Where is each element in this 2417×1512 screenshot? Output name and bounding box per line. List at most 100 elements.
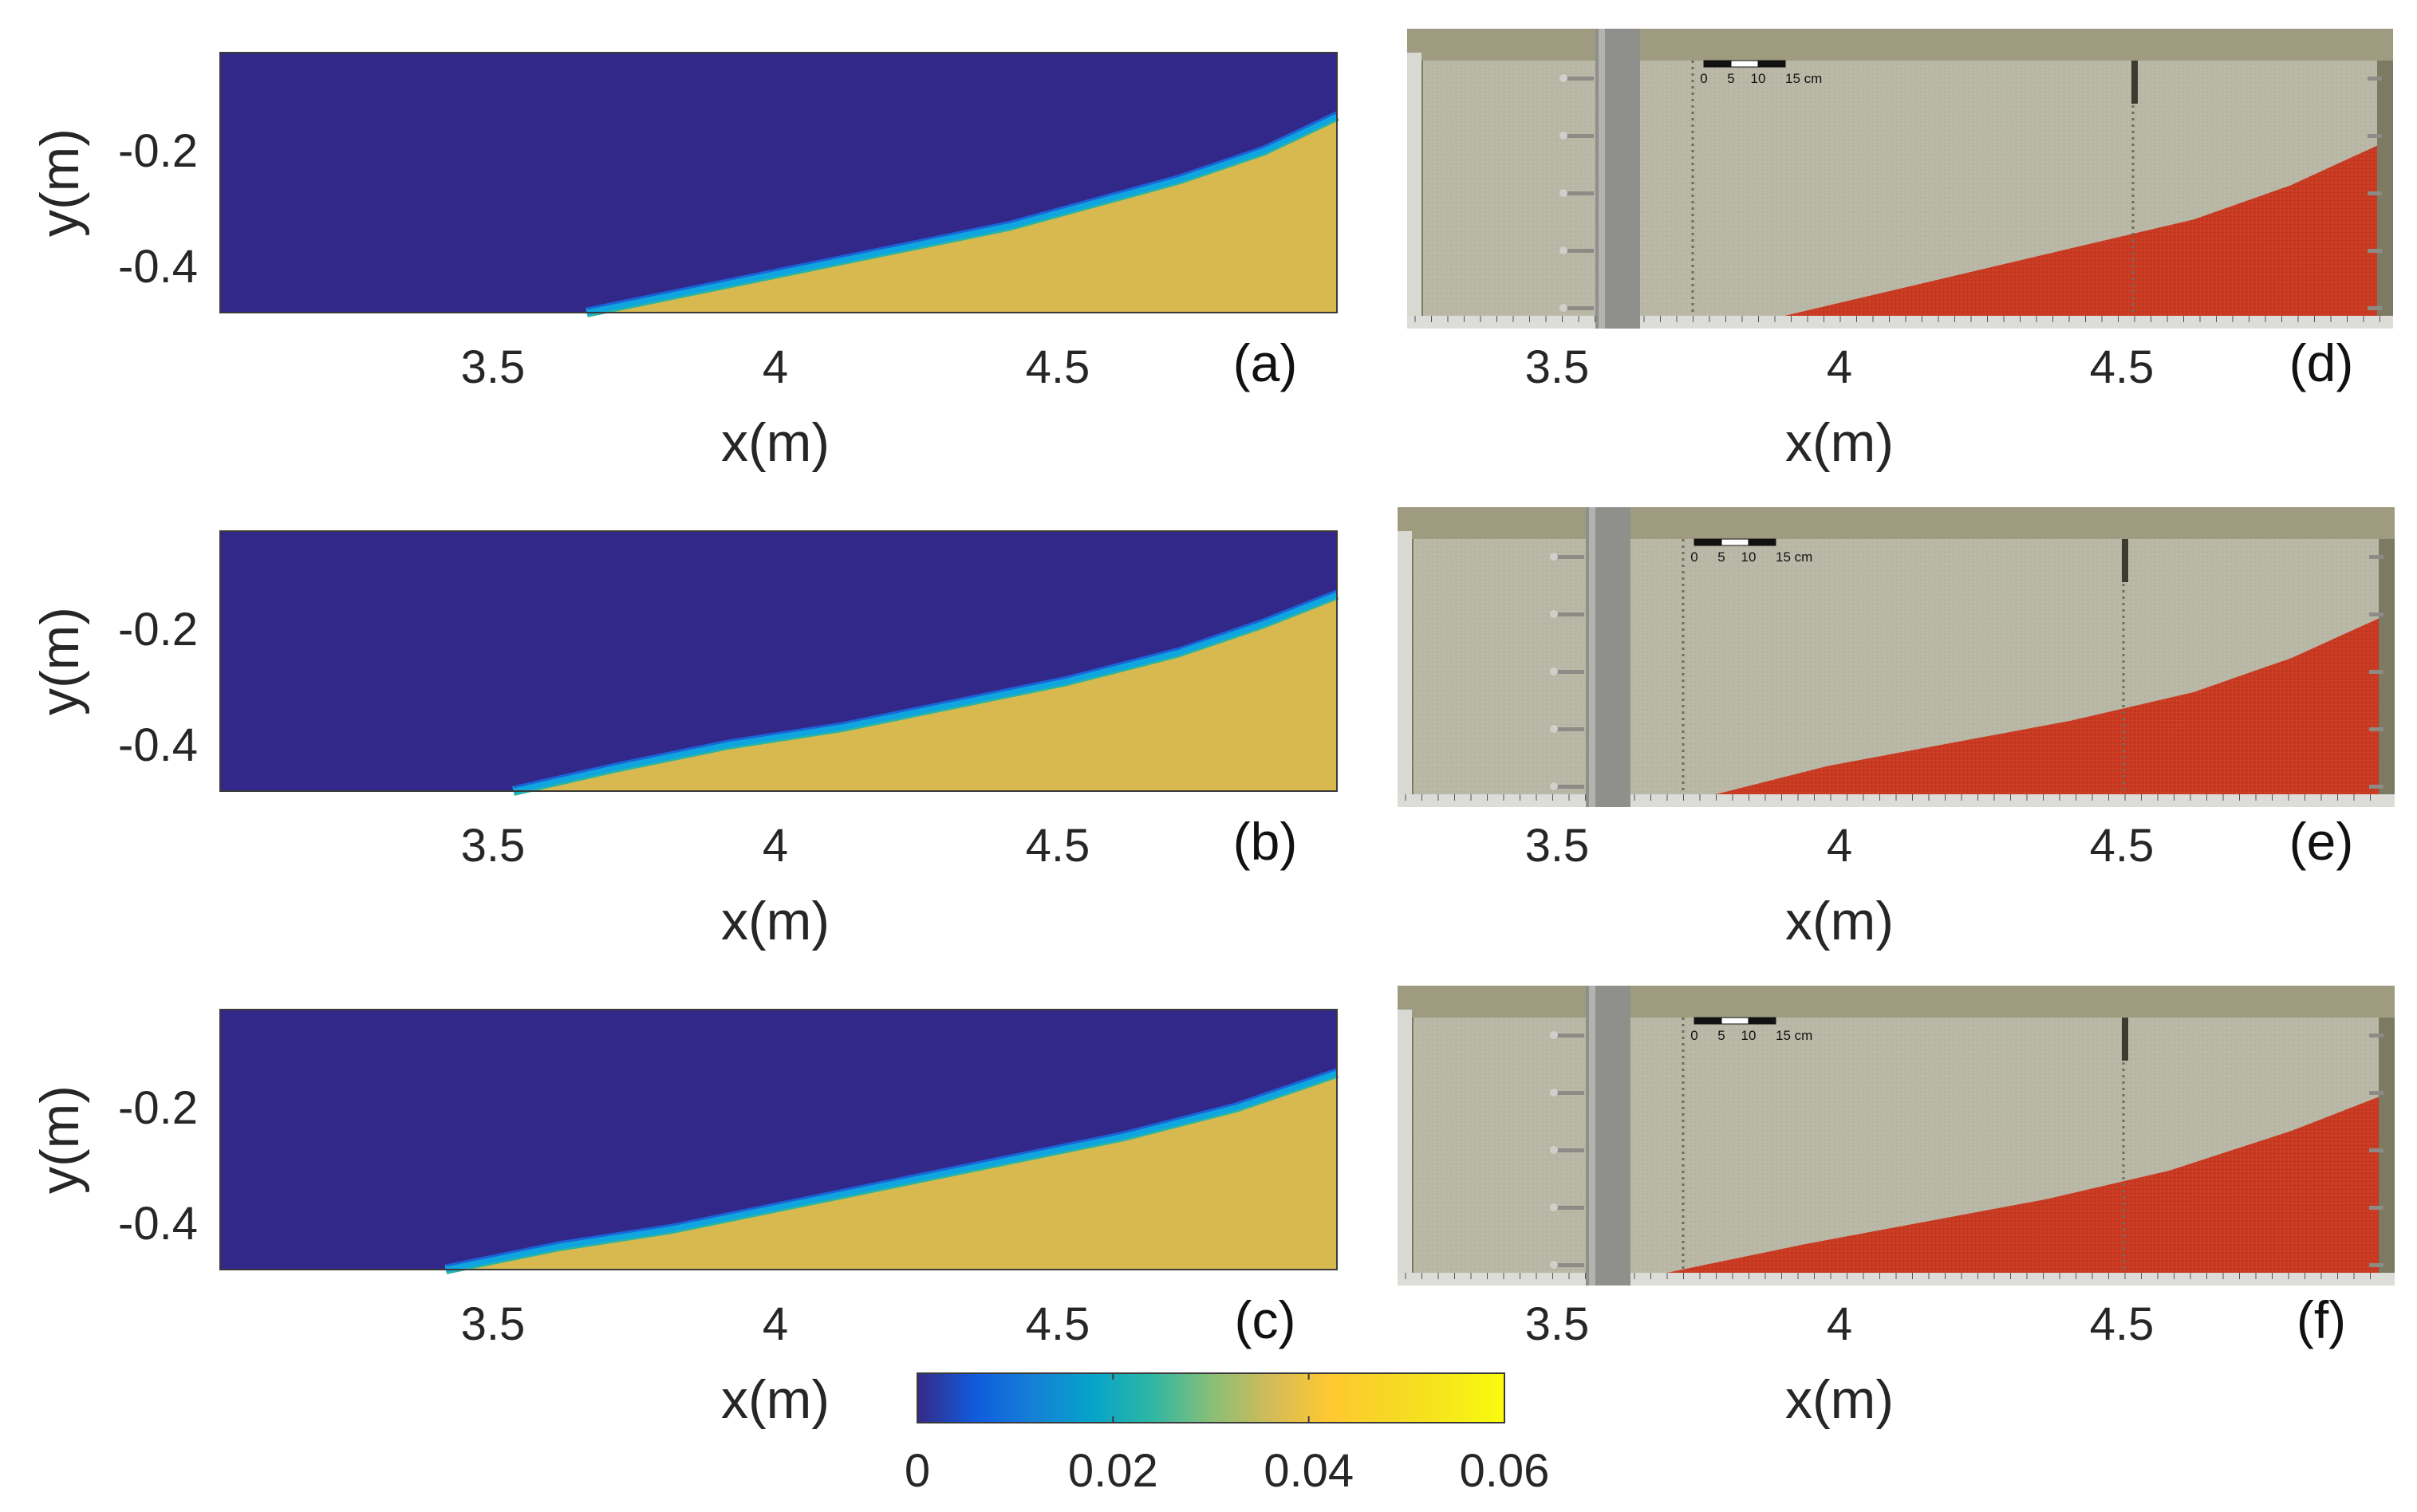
- x-axis-label: x(m): [721, 412, 830, 473]
- scalebar-label: 5: [1727, 71, 1734, 86]
- interface-line: [512, 592, 1339, 794]
- sampling-port-head: [1550, 1261, 1558, 1269]
- photo-bottom-ruler: [1407, 316, 2393, 329]
- sampling-port: [2369, 1148, 2383, 1152]
- sampling-port-head: [1550, 667, 1558, 675]
- sampling-port-head: [1550, 725, 1558, 733]
- scalebar-label: 5: [1717, 1028, 1725, 1043]
- sampling-port: [1555, 1206, 1584, 1210]
- interface-upper-edge: [586, 111, 1338, 310]
- colorbar-tick-label: 0.02: [1068, 1445, 1158, 1497]
- panel-a: -0.2 -0.4 y(m) 3.5 4 4.5 x(m) (a): [30, 52, 1339, 473]
- x-tick-label: 3.5: [461, 1298, 526, 1350]
- sim-frame: [219, 530, 1338, 792]
- sampling-port-head: [1550, 1203, 1558, 1211]
- y-axis-label: y(m): [30, 128, 90, 237]
- scalebar-label: 10: [1741, 549, 1757, 565]
- panel-label: (e): [2289, 812, 2354, 871]
- scalebar-label: 15 cm: [1776, 549, 1812, 565]
- sampling-port: [1555, 1148, 1584, 1152]
- x-tick-label: 4.5: [2090, 1298, 2155, 1350]
- sampling-port: [1555, 1091, 1584, 1095]
- colorbar-gradient: [917, 1373, 1504, 1423]
- x-tick-label: 3.5: [461, 341, 526, 393]
- photo-post-highlight: [1589, 507, 1595, 807]
- y-tick-label: -0.2: [118, 125, 198, 177]
- x-axis-label: x(m): [1785, 1369, 1894, 1430]
- sampling-port-head: [1559, 132, 1567, 140]
- panel-label: (d): [2289, 333, 2354, 392]
- probe: [2131, 61, 2138, 104]
- sampling-port-head: [1550, 1146, 1558, 1154]
- sim-high-concentration-region: [586, 116, 1337, 313]
- sampling-port-head: [1559, 246, 1567, 254]
- y-axis-label: y(m): [30, 1085, 90, 1194]
- x-tick-label: 3.5: [1525, 820, 1590, 872]
- x-tick-label: 4.5: [2090, 341, 2155, 393]
- x-tick-label: 3.5: [1525, 1298, 1590, 1350]
- scalebar-label: 10: [1741, 1028, 1757, 1043]
- sampling-port: [2369, 612, 2383, 616]
- y-tick-label: -0.4: [118, 1198, 198, 1250]
- photo-post-highlight: [1599, 29, 1605, 329]
- probe: [2122, 1018, 2128, 1061]
- scalebar-label: 15 cm: [1776, 1028, 1812, 1043]
- panel-label: (f): [2297, 1290, 2346, 1349]
- sampling-port-head: [1550, 610, 1558, 618]
- scalebar-segment: [1703, 60, 1732, 68]
- x-tick-label: 4: [1827, 820, 1852, 872]
- y-tick-label: -0.4: [118, 719, 198, 771]
- sampling-port: [2369, 785, 2383, 789]
- interface-upper-edge: [513, 589, 1338, 789]
- sampling-port-head: [1559, 74, 1567, 82]
- x-tick-label: 4.5: [1026, 820, 1090, 872]
- sampling-port: [2368, 191, 2382, 195]
- sim-frame: [219, 52, 1338, 313]
- y-tick-label: -0.2: [118, 1082, 198, 1134]
- y-tick-label: -0.2: [118, 604, 198, 656]
- y-axis-label: y(m): [30, 607, 90, 715]
- photo-left-ruler: [1407, 53, 1421, 316]
- scalebar-segment: [1748, 538, 1776, 546]
- scalebar-segment: [1693, 1017, 1722, 1025]
- sampling-port: [1555, 670, 1584, 674]
- dye-plume-texture: [1784, 145, 2377, 316]
- photo-left-ruler: [1398, 1010, 1412, 1273]
- scalebar-segment: [1757, 60, 1786, 68]
- x-tick-label: 4: [1827, 1298, 1852, 1350]
- sampling-port: [1565, 249, 1594, 253]
- scalebar-segment: [1721, 538, 1749, 546]
- colorbar-frame: [917, 1372, 1505, 1423]
- photo-post-highlight: [1589, 986, 1595, 1286]
- sampling-port: [1565, 77, 1594, 81]
- colorbar-tick-label: 0.04: [1264, 1445, 1354, 1497]
- x-tick-label: 4.5: [1026, 341, 1090, 393]
- interface-line: [445, 1070, 1339, 1273]
- scalebar-label: 0: [1700, 71, 1707, 86]
- x-tick-label: 3.5: [461, 820, 526, 872]
- sampling-port: [1555, 612, 1584, 616]
- sampling-port-head: [1559, 304, 1567, 312]
- interface-upper-edge: [445, 1068, 1338, 1267]
- x-axis-label: x(m): [721, 891, 830, 951]
- x-axis-label: x(m): [1785, 891, 1894, 951]
- scalebar-label: 5: [1717, 549, 1725, 565]
- photo-top-strip: [1398, 507, 2395, 539]
- dye-plume-texture: [1666, 1097, 2379, 1273]
- photo-left-ruler: [1398, 531, 1412, 794]
- scalebar-segment: [1693, 538, 1722, 546]
- scalebar-segment: [1748, 1017, 1776, 1025]
- sampling-port: [1565, 191, 1594, 195]
- sampling-port: [1555, 555, 1584, 559]
- interface-line: [586, 113, 1339, 316]
- sim-frame: [219, 1009, 1338, 1270]
- sim-high-concentration-region: [445, 1073, 1337, 1270]
- sampling-port-head: [1559, 189, 1567, 197]
- sampling-port-head: [1550, 553, 1558, 561]
- scalebar-label: 0: [1690, 1028, 1697, 1043]
- sampling-port: [2369, 727, 2383, 731]
- sampling-port: [2368, 249, 2382, 253]
- sampling-port: [2369, 1206, 2383, 1210]
- sampling-port: [1555, 1263, 1584, 1267]
